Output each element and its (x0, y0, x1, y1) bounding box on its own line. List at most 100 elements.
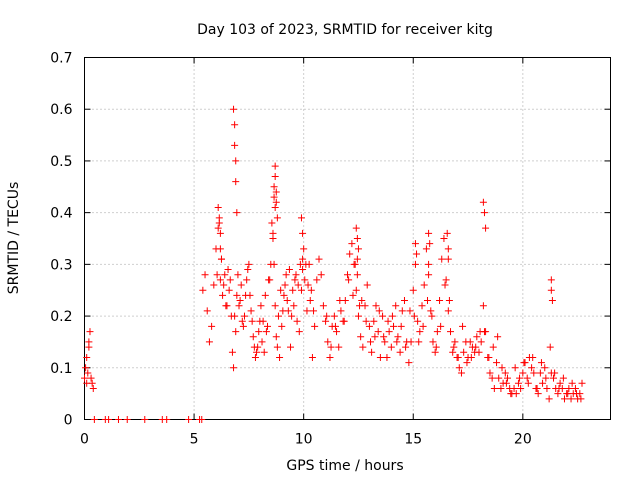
x-tick-label: 10 (295, 432, 313, 448)
data-point (291, 276, 299, 284)
data-point (511, 364, 519, 372)
data-point (523, 374, 531, 382)
data-point (248, 317, 256, 325)
data-point (340, 317, 348, 325)
data-point (495, 374, 503, 382)
data-point (250, 343, 258, 351)
data-point (230, 364, 238, 372)
data-point (444, 307, 452, 315)
data-point (354, 312, 362, 320)
data-point (219, 291, 227, 299)
data-point (577, 395, 585, 403)
data-point (442, 276, 450, 284)
data-point (215, 214, 223, 222)
data-point (520, 359, 528, 367)
data-point (414, 317, 422, 325)
data-point (418, 302, 426, 310)
data-point (114, 416, 122, 423)
data-point (301, 276, 309, 284)
data-point (214, 203, 222, 211)
data-point (477, 338, 485, 346)
data-point (571, 384, 579, 392)
data-point (445, 297, 453, 305)
data-point (306, 297, 314, 305)
data-point (201, 271, 209, 279)
data-point (83, 353, 91, 361)
y-tick-label: 0.4 (50, 206, 72, 222)
data-point (296, 260, 304, 268)
data-point (271, 172, 279, 180)
data-point (233, 291, 241, 299)
data-point (357, 333, 365, 341)
data-point (551, 369, 559, 377)
data-point (541, 364, 549, 372)
data-point (480, 328, 488, 336)
data-point (205, 338, 213, 346)
plot-frame (84, 57, 611, 420)
data-point (358, 297, 366, 305)
data-point (235, 302, 243, 310)
data-point (222, 302, 230, 310)
data-point (270, 183, 278, 191)
data-point (480, 209, 488, 217)
data-point (279, 307, 287, 315)
data-point (536, 369, 544, 377)
data-point (163, 416, 171, 423)
data-point (353, 271, 361, 279)
data-point (228, 348, 236, 356)
data-point (294, 281, 302, 289)
data-point (199, 286, 207, 294)
data-point (255, 328, 263, 336)
data-point (507, 390, 515, 398)
data-point (447, 328, 455, 336)
data-point (390, 322, 398, 330)
data-point (385, 328, 393, 336)
data-point (141, 416, 149, 423)
data-point (210, 281, 218, 289)
data-point (567, 395, 575, 403)
data-point (105, 416, 113, 423)
data-point (450, 343, 458, 351)
data-point (359, 343, 367, 351)
data-point (486, 369, 494, 377)
data-point (379, 312, 387, 320)
data-point (310, 307, 318, 315)
data-point (282, 271, 290, 279)
data-point (419, 322, 427, 330)
data-point (299, 229, 307, 237)
data-point (239, 322, 247, 330)
data-point (459, 322, 467, 330)
data-point (326, 353, 334, 361)
data-point (362, 317, 370, 325)
data-point (336, 297, 344, 305)
data-point (185, 416, 193, 423)
grid (84, 57, 611, 420)
data-point (494, 333, 502, 341)
data-point (455, 364, 463, 372)
data-point (352, 286, 360, 294)
data-point (299, 266, 307, 274)
y-tick-label: 0.5 (50, 154, 72, 170)
data-point (231, 141, 239, 149)
data-point (368, 348, 376, 356)
data-point (554, 390, 562, 398)
data-point (317, 271, 325, 279)
data-point (213, 271, 221, 279)
data-point (392, 302, 400, 310)
data-point (268, 219, 276, 227)
data-point (272, 333, 280, 341)
data-point (262, 328, 270, 336)
data-point (330, 312, 338, 320)
data-point (449, 348, 457, 356)
data-point (479, 302, 487, 310)
data-point (388, 312, 396, 320)
data-point (261, 291, 269, 299)
data-point (524, 379, 532, 387)
data-point (460, 348, 468, 356)
data-point (550, 374, 558, 382)
data-point (221, 271, 229, 279)
data-point (427, 307, 435, 315)
data-point (394, 333, 402, 341)
data-point (548, 297, 556, 305)
